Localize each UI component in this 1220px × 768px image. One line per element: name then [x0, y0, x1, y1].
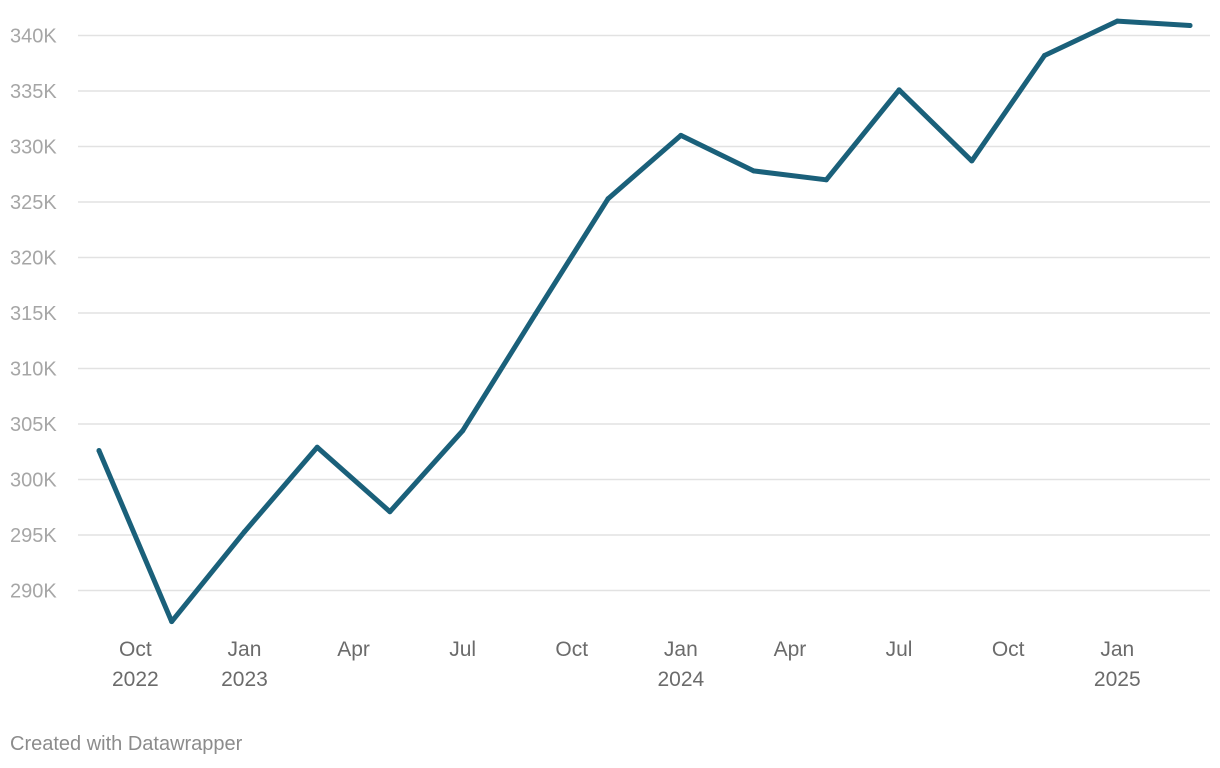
x-tick-label: Apr	[337, 638, 370, 661]
x-tick-year-label: 2023	[221, 668, 268, 691]
data-point	[823, 177, 829, 183]
y-tick-label: 290K	[10, 581, 57, 603]
data-point	[751, 168, 757, 174]
y-tick-label: 340K	[10, 26, 57, 48]
data-point	[1187, 23, 1193, 28]
y-tick-label: 310K	[10, 359, 57, 381]
y-tick-label: 305K	[10, 414, 57, 436]
y-tick-label: 335K	[10, 81, 57, 103]
x-tick-label: Jul	[449, 638, 476, 661]
y-axis-tick-labels: 290K 295K 300K 305K 310K 315K 320K 325K 330K 335K…	[10, 26, 57, 603]
y-tick-label: 300K	[10, 470, 57, 492]
x-tick-year-label: 2025	[1094, 668, 1141, 691]
data-point	[242, 529, 247, 535]
data-point	[532, 311, 538, 317]
data-point	[605, 196, 611, 202]
data-point	[1114, 18, 1120, 24]
y-tick-label: 325K	[10, 192, 57, 214]
x-tick-label: Jul	[886, 638, 913, 661]
data-point	[96, 448, 102, 454]
data-point	[169, 619, 175, 625]
data-point	[969, 158, 975, 164]
x-tick-label: Jan	[1100, 638, 1134, 661]
x-tick-label: Oct	[119, 638, 152, 661]
x-tick-label: Oct	[555, 638, 588, 661]
x-tick-year-label: 2024	[658, 668, 705, 691]
data-point	[314, 444, 320, 450]
y-gridlines	[78, 34, 1210, 592]
series-line	[96, 18, 1193, 625]
data-point	[387, 509, 393, 515]
data-point	[896, 87, 902, 93]
x-tick-year-label: 2022	[112, 668, 159, 691]
data-point	[1042, 53, 1047, 58]
x-tick-label: Jan	[228, 638, 262, 661]
credit-footer[interactable]: Created with Datawrapper	[10, 733, 243, 755]
y-tick-label: 315K	[10, 303, 57, 325]
x-tick-label: Jan	[664, 638, 698, 661]
x-tick-label: Oct	[992, 638, 1025, 661]
data-point	[460, 428, 466, 434]
y-tick-label: 295K	[10, 525, 57, 547]
x-axis-tick-labels: Oct 2022 Jan 2023 Apr Jul Oct Jan 2024 Apr Jul Oct J…	[112, 638, 1141, 691]
x-tick-label: Apr	[774, 638, 807, 661]
data-point	[678, 132, 684, 138]
series-layer	[96, 18, 1193, 625]
y-tick-label: 320K	[10, 248, 57, 270]
line-chart: 290K 295K 300K 305K 310K 315K 320K 325K 330K 335K…	[10, 18, 1210, 691]
y-tick-label: 330K	[10, 137, 57, 159]
